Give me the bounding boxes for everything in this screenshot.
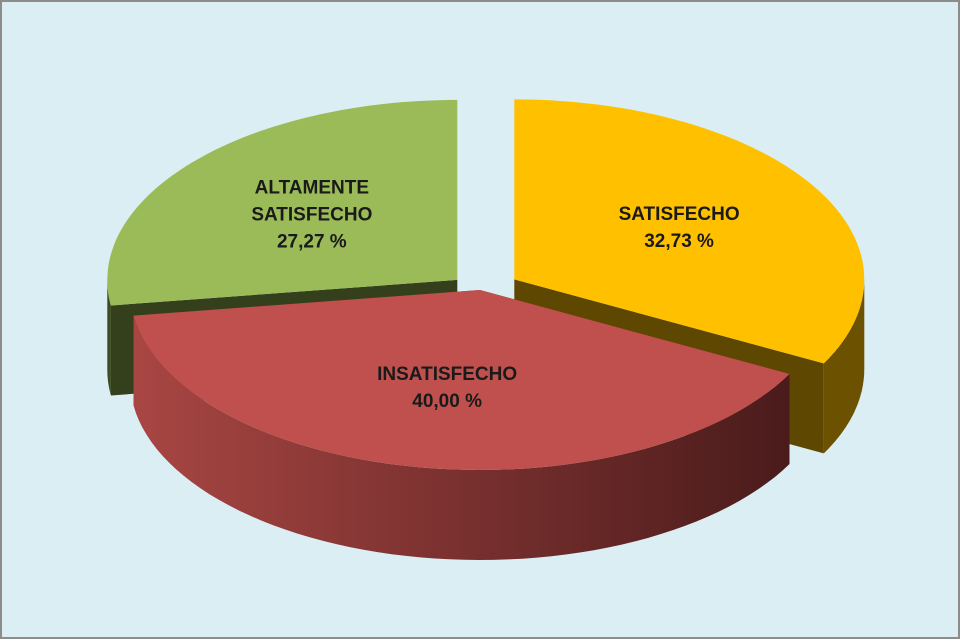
slice-label: SATISFECHO 32,73 %: [589, 201, 769, 255]
slice: [107, 99, 458, 306]
category-label: SATISFECHO: [618, 204, 740, 226]
slice: [514, 99, 865, 364]
value-label: 27,27 %: [276, 231, 347, 253]
slice-label: INSATISFECHO 40,00 %: [357, 361, 537, 415]
slice-side: [133, 315, 790, 560]
slice-side: [107, 279, 111, 396]
category-label: INSATISFECHO: [377, 363, 518, 385]
slice-label: ALTAMENTE SATISFECHO 27,27 %: [222, 175, 402, 256]
slice-side: [823, 279, 865, 454]
value-label: 32,73 %: [644, 231, 714, 253]
slice: [133, 290, 790, 470]
value-label: 40,00 %: [412, 390, 482, 412]
category-label: ALTAMENTE SATISFECHO: [251, 177, 373, 226]
